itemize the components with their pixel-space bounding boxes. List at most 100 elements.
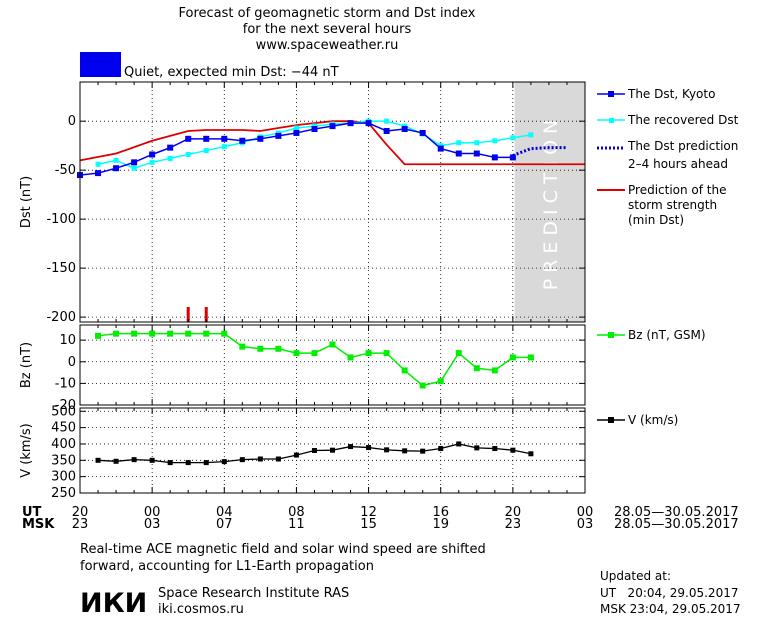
kyoto-dst-point (203, 135, 210, 142)
v-point (474, 445, 480, 451)
v-point (293, 452, 299, 458)
status-text: Quiet, expected min Dst: −44 nT (124, 65, 339, 80)
bz-panel: 10 0 -10 -20 Bz (nT) (19, 324, 586, 413)
ut-tick-label: 00 (144, 505, 161, 520)
v-point (528, 451, 534, 457)
dst-ytick-label: -100 (46, 212, 76, 227)
bz-point (473, 365, 480, 372)
dst-ytick-label: -150 (46, 261, 76, 276)
msk-tick-label: 23 (72, 517, 89, 532)
updated-msk: MSK 23:04, 29.05.2017 (600, 602, 741, 616)
kyoto-dst-point (149, 151, 156, 158)
bz-point (293, 350, 300, 357)
recovered-dst-point (528, 132, 534, 138)
bz-ytick-label: -20 (55, 398, 76, 413)
kyoto-dst-point (419, 129, 426, 136)
ut-tick-label: 20 (72, 505, 89, 520)
v-point (257, 456, 263, 462)
v-point (330, 447, 335, 453)
v-ytick-label: 300 (51, 470, 76, 485)
status-swatch (80, 52, 121, 77)
v-point (95, 457, 101, 463)
recovered-dst-point (474, 140, 480, 146)
bz-point (329, 341, 336, 348)
legend: The Dst, Kyoto The recovered Dst The Dst… (597, 87, 739, 427)
bz-line (97, 332, 531, 387)
institute-website[interactable]: iki.cosmos.ru (158, 602, 244, 617)
v-ytick-label: 450 (51, 421, 76, 436)
recovered-dst-point (131, 165, 137, 171)
bz-point (95, 332, 102, 339)
v-point (185, 460, 191, 466)
bz-point (437, 378, 444, 385)
v-ytick-label: 250 (51, 486, 76, 501)
msk-tick-label: 07 (216, 517, 233, 532)
bz-point (221, 330, 228, 337)
msk-tick-label: 03 (577, 517, 594, 532)
v-point (420, 448, 426, 454)
updated-ut: UT 20:04, 29.05.2017 (600, 586, 738, 600)
v-point (366, 445, 372, 451)
kyoto-dst-point (221, 135, 228, 142)
kyoto-dst-point (311, 126, 318, 133)
prediction-band (514, 82, 585, 322)
legend-kyoto-label: The Dst, Kyoto (627, 87, 715, 101)
legend-bz-label: Bz (nT, GSM) (628, 328, 706, 342)
ut-tick-label: 08 (288, 505, 305, 520)
kyoto-dst-point (239, 137, 246, 144)
dst-ytick-label: -50 (55, 163, 76, 178)
legend-storm-label1: Prediction of the (628, 183, 727, 197)
v-point (203, 460, 209, 466)
bz-point (455, 350, 462, 357)
kyoto-dst-point (347, 120, 354, 127)
bz-point (491, 367, 498, 374)
ut-tick-label: 16 (432, 505, 449, 520)
legend-v-label: V (km/s) (628, 413, 678, 427)
v-point (149, 457, 155, 463)
recovered-dst-point (95, 161, 101, 167)
bz-ylabel: Bz (nT) (19, 342, 34, 388)
bz-point (149, 330, 156, 337)
bz-point (275, 345, 282, 352)
ut-tick-label: 12 (360, 505, 377, 520)
storm-strength-line (79, 120, 585, 166)
bz-point (131, 330, 138, 337)
kyoto-dst-point (491, 154, 498, 161)
kyoto-dst-point (185, 135, 192, 142)
dst-panel: PREDICTION 0 -50 -100 -150 -200 Dst (nT) (19, 81, 586, 325)
kyoto-dst-point (131, 159, 138, 166)
kyoto-dst-point (275, 132, 282, 139)
recovered-dst-point (185, 151, 191, 157)
msk-tick-label: 23 (505, 517, 522, 532)
v-point (239, 457, 245, 463)
ut-tick-label: 20 (505, 505, 522, 520)
recovered-dst-point (510, 135, 516, 141)
dst-frame (79, 81, 586, 323)
kyoto-dst-point (509, 154, 516, 161)
ut-tick-label: 00 (577, 505, 594, 520)
kyoto-dst-point (455, 150, 462, 157)
ut-tick-label: 04 (216, 505, 233, 520)
bz-point (203, 330, 210, 337)
dst-ylabel: Dst (nT) (19, 176, 34, 228)
bz-point (527, 354, 534, 361)
bz-point (509, 354, 516, 361)
v-point (510, 447, 516, 453)
chart-title-line1: Forecast of geomagnetic storm and Dst in… (178, 6, 475, 21)
v-point (384, 447, 390, 453)
msk-tick-label: 03 (144, 517, 161, 532)
kyoto-dst-point (401, 126, 408, 133)
v-point (131, 457, 137, 463)
kyoto-dst-point (257, 135, 264, 142)
recovered-dst-point (293, 125, 299, 131)
recovered-dst-point (221, 144, 227, 150)
updated-label: Updated at: (600, 569, 671, 583)
v-point (348, 444, 354, 450)
bz-ytick-label: 10 (59, 333, 76, 348)
recovered-dst-point (203, 148, 209, 154)
bz-point (365, 350, 372, 357)
bz-ytick-label: 0 (68, 355, 76, 370)
iki-logo: ИКИ (80, 588, 147, 619)
ut-axis-label: UT (22, 505, 42, 520)
